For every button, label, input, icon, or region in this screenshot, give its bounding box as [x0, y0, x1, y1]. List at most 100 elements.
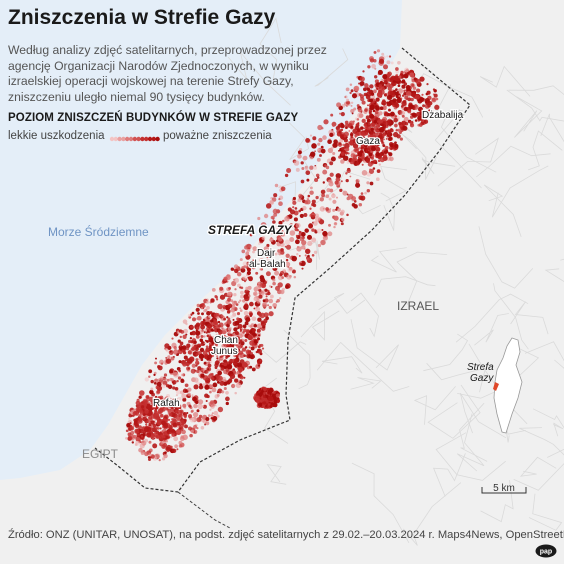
road [406, 84, 452, 122]
damage-dot [322, 181, 325, 184]
damage-dot [395, 67, 399, 71]
damage-dot [153, 419, 157, 422]
damage-dot [243, 354, 246, 358]
damage-dot [388, 55, 392, 58]
damage-dot [306, 197, 310, 200]
damage-dot [320, 145, 324, 149]
damage-dot [193, 377, 199, 383]
damage-dot [249, 351, 253, 356]
damage-dot [200, 324, 206, 330]
damage-dot [363, 137, 370, 143]
damage-dot [338, 128, 341, 131]
damage-dot [199, 383, 203, 386]
damage-dot [179, 409, 184, 414]
damage-dot [366, 118, 371, 123]
damage-dot [178, 360, 182, 364]
damage-dot [140, 435, 144, 438]
damage-dot [174, 444, 178, 449]
road [402, 482, 462, 546]
damage-dot [200, 418, 205, 423]
damage-dot [268, 285, 272, 288]
damage-dot [311, 253, 315, 257]
damage-dot [238, 374, 241, 377]
damage-dot [297, 150, 302, 155]
road [403, 135, 437, 180]
damage-dot [167, 355, 171, 359]
damage-dot [267, 250, 273, 255]
damage-dot [434, 104, 440, 110]
damage-dot [216, 347, 219, 350]
damage-dot [306, 257, 310, 261]
damage-dot [282, 268, 286, 272]
damage-dot [350, 108, 355, 114]
damage-dot [217, 375, 223, 382]
damage-dot [327, 231, 333, 237]
damage-dot [275, 239, 279, 243]
damage-dot [205, 417, 210, 421]
damage-dot [333, 215, 339, 221]
damage-dot [365, 158, 371, 164]
damage-dot [237, 301, 240, 304]
damage-dot [352, 154, 357, 159]
damage-dot [197, 358, 201, 361]
damage-dot [287, 266, 290, 268]
damage-dot [239, 299, 242, 302]
legend-gradient-dots [109, 136, 160, 142]
damage-dot [281, 287, 286, 291]
damage-dot [216, 380, 220, 384]
damage-dot [316, 228, 322, 234]
damage-dot [167, 436, 170, 439]
damage-dot [340, 147, 345, 151]
damage-dot [344, 142, 350, 149]
israel-label: IZRAEL [397, 299, 439, 313]
damage-dot [200, 320, 206, 326]
damage-dot [311, 143, 317, 149]
road [316, 341, 410, 392]
damage-dot [175, 389, 181, 395]
damage-dot [268, 305, 272, 310]
damage-dot [198, 385, 204, 390]
damage-dot [345, 152, 348, 155]
damage-dot [382, 74, 388, 80]
damage-dot [334, 180, 339, 185]
damage-dot [386, 55, 389, 58]
damage-dot [299, 213, 304, 218]
damage-dot [292, 200, 297, 205]
road [528, 493, 563, 531]
damage-dot [398, 94, 401, 98]
damage-dot [227, 303, 233, 309]
damage-dot [165, 358, 172, 364]
damage-dot [177, 339, 181, 343]
damage-dot [255, 306, 258, 309]
damage-dot [301, 267, 304, 270]
damage-dot [403, 73, 409, 79]
damage-dot [304, 254, 307, 257]
damage-dot [340, 123, 345, 129]
road [423, 333, 469, 372]
damage-dot [127, 432, 132, 437]
damage-dot [186, 363, 189, 366]
damage-dot [226, 319, 232, 325]
gaza-strip-border [94, 47, 471, 493]
damage-dot [369, 104, 375, 111]
damage-dot [265, 203, 272, 209]
damage-dot [148, 369, 153, 374]
road [540, 113, 564, 143]
damage-dot [317, 142, 321, 146]
damage-dot [394, 101, 399, 107]
damage-dot [308, 223, 313, 229]
damage-dot [389, 143, 394, 148]
damage-dot [216, 298, 219, 301]
damage-dot [374, 110, 379, 114]
damage-dot [195, 352, 199, 356]
damage-dot [355, 178, 360, 184]
damage-dot [320, 148, 326, 154]
damage-dot [372, 159, 378, 164]
damage-dot [386, 77, 391, 82]
damage-dot [314, 177, 319, 183]
damage-dot [150, 387, 154, 391]
damage-dot [150, 420, 153, 424]
damage-dot [240, 290, 244, 295]
damage-dot [209, 317, 212, 320]
damage-dot [170, 356, 175, 361]
